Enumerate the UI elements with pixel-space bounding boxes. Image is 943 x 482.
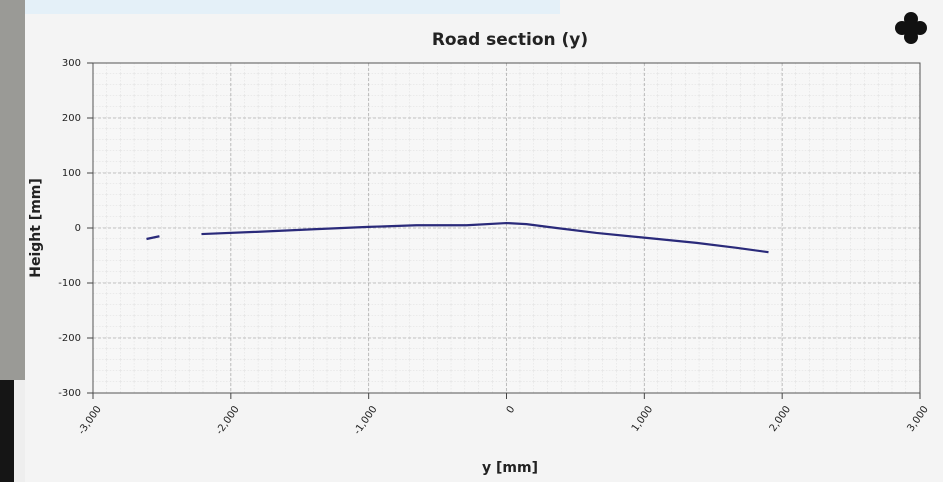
left-light-strip [14,380,25,482]
y-tick-label: -100 [58,278,81,289]
y-tick-label: -200 [58,333,81,344]
left-photo [0,0,25,380]
y-axis-label: Height [mm] [28,178,44,278]
y-tick-label: 100 [62,168,81,179]
y-tick-label: 300 [62,58,81,69]
mark-layer [146,221,769,254]
x-tick-label: 0 [505,404,518,416]
y-tick-label: 200 [62,113,81,124]
data-line [146,221,769,254]
y-tick-label: -300 [58,388,81,399]
left-dark-strip [0,380,14,482]
move-icon[interactable] [895,12,927,44]
chart-title: Road section (y) [432,30,588,50]
y-tick-label: 0 [75,223,81,234]
x-axis-label: y [mm] [482,460,538,476]
top-strip [0,0,560,14]
